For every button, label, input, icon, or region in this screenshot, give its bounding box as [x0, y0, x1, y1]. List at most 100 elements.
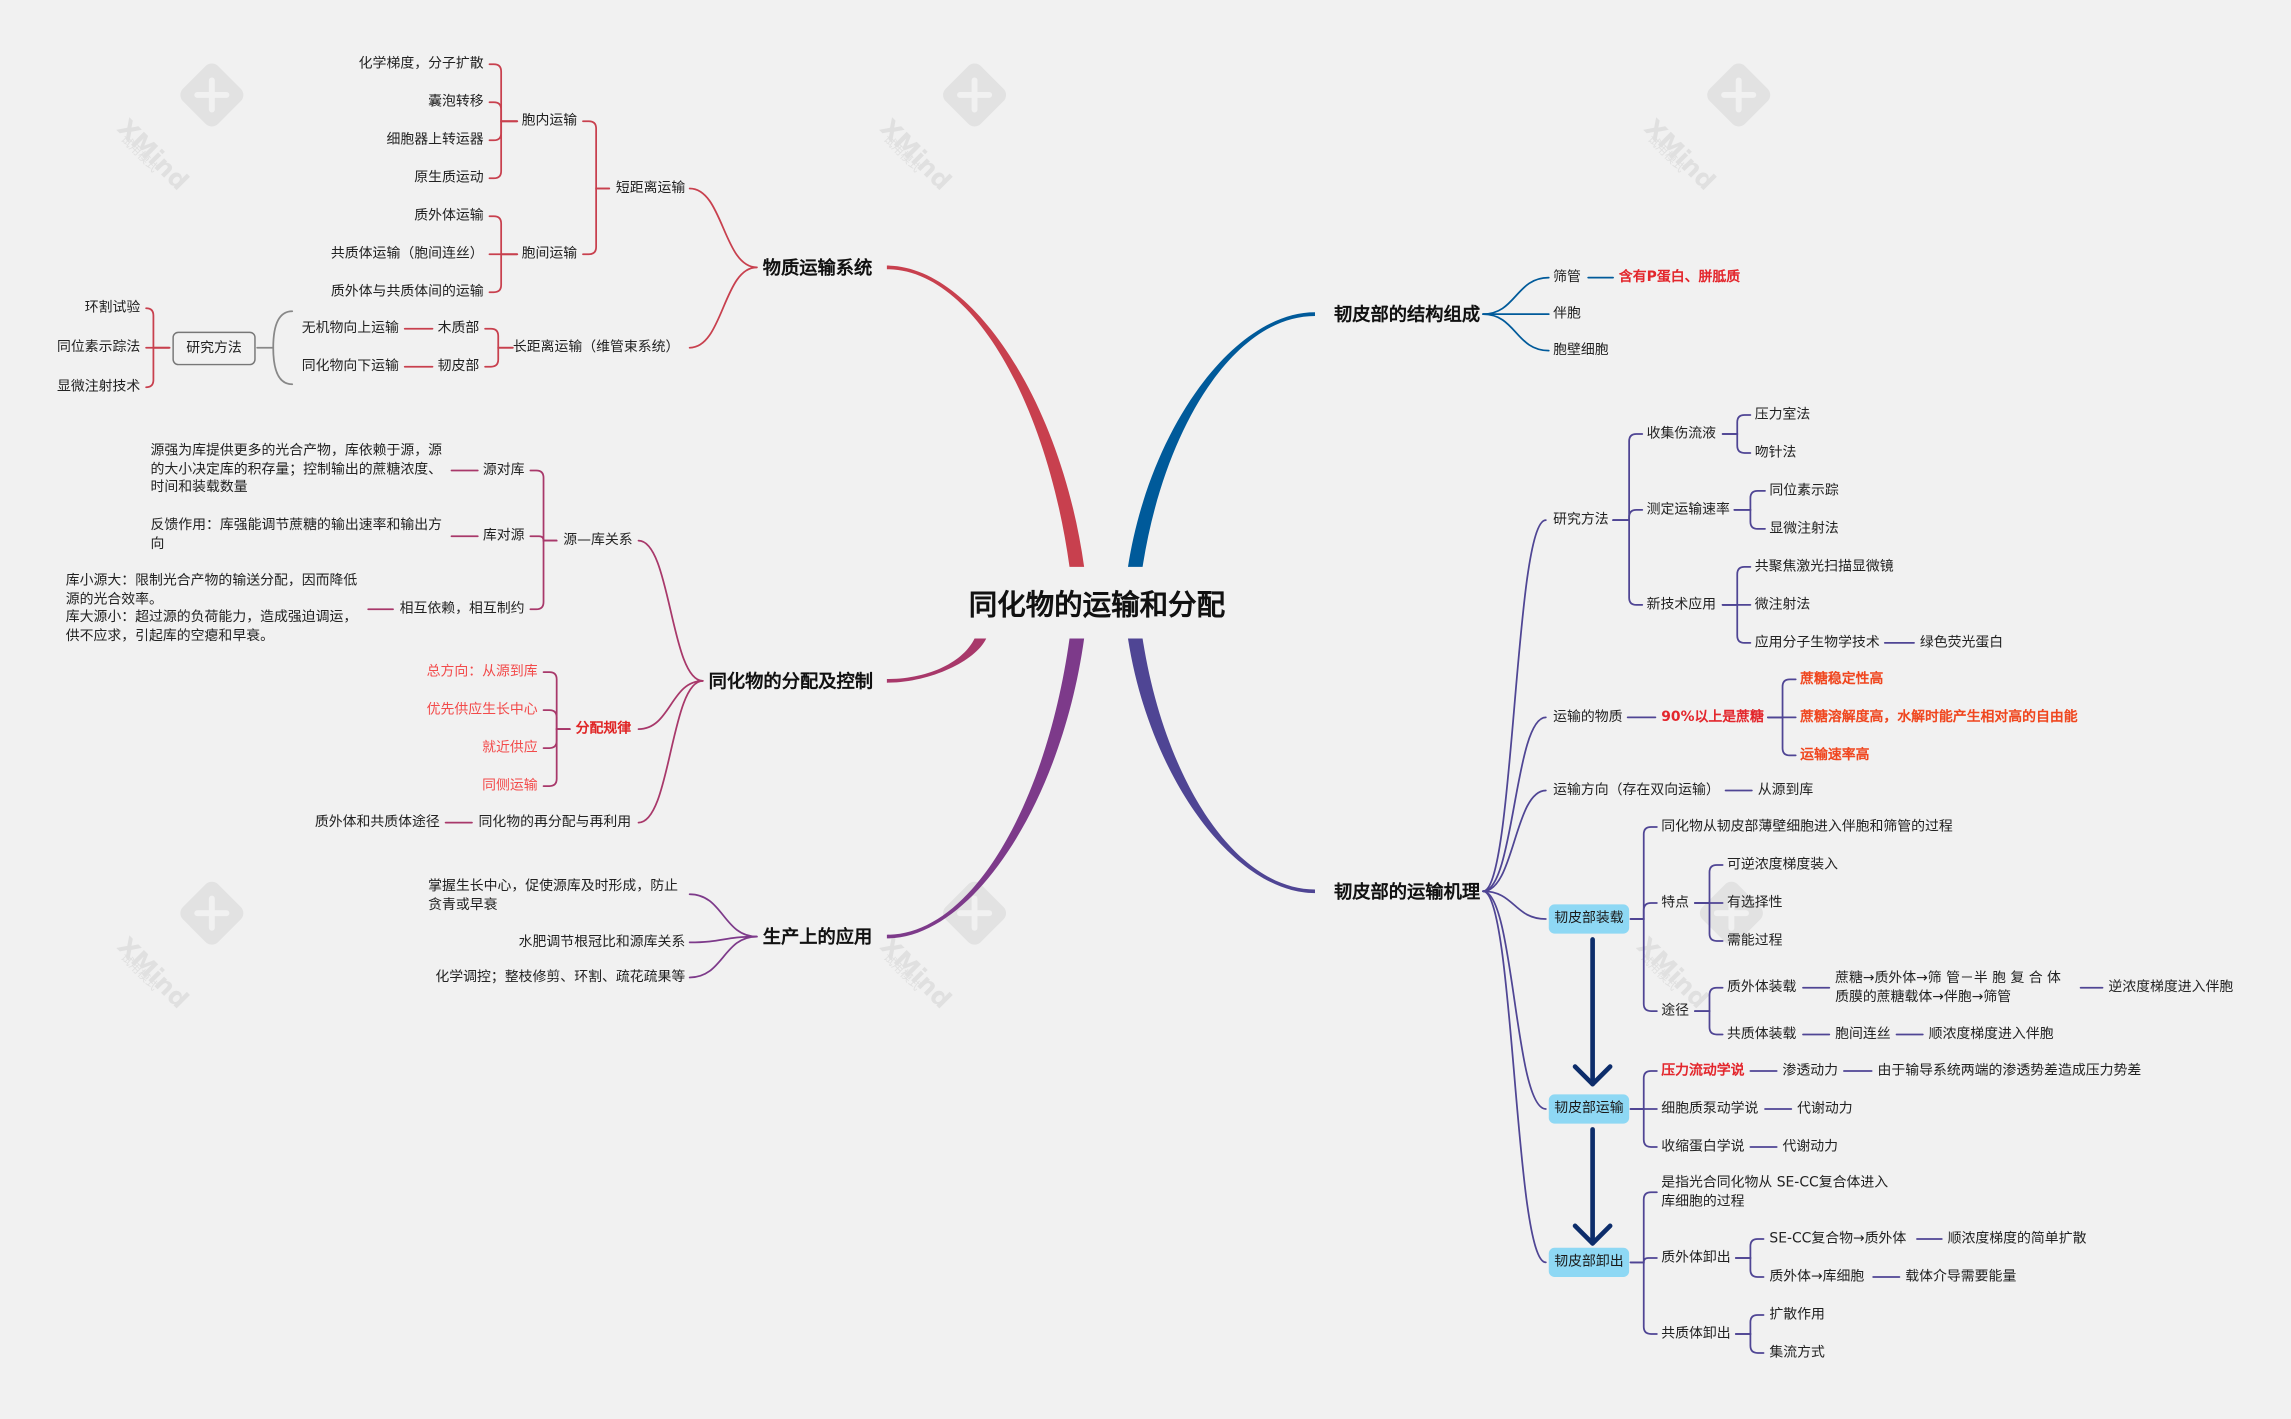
topic-symplast-unloading[interactable]: 共质体卸出: [1661, 1325, 1731, 1342]
topic-leaf[interactable]: 显微注射法: [1769, 520, 1839, 537]
topic-leaf[interactable]: 由于输导系统两端的渗透势差造成压力势差: [1877, 1062, 2142, 1079]
topic-loading-features[interactable]: 特点: [1661, 894, 1690, 911]
topic-sieve-tube[interactable]: 筛管: [1553, 269, 1581, 286]
topic-source-to-sink[interactable]: 源对库: [482, 462, 525, 479]
topic-osmotic-force[interactable]: 渗透动力: [1782, 1062, 1839, 1079]
branch-mechanism[interactable]: 韧皮部的运输机理: [1333, 880, 1481, 903]
topic-leaf[interactable]: 总方向：从源到库: [426, 663, 538, 680]
topic-pressure-flow[interactable]: 压力流动学说: [1661, 1062, 1745, 1079]
topic-cytoplasmic-pump[interactable]: 细胞质泵动学说: [1661, 1100, 1759, 1117]
topic-leaf[interactable]: 吻针法: [1754, 444, 1797, 461]
topic-xylem[interactable]: 木质部: [437, 320, 480, 337]
topic-leaf[interactable]: 质外体与共质体间的运输: [330, 283, 484, 300]
topic-unloading-step[interactable]: 质外体→库细胞: [1769, 1268, 1865, 1285]
topic-leaf[interactable]: 原生质运动: [414, 169, 484, 187]
topic-leaf[interactable]: 需能过程: [1727, 932, 1783, 949]
topic-apoplast-loading[interactable]: 质外体装载: [1727, 979, 1797, 996]
topic-loading-definition[interactable]: 同化物从韧皮部薄壁细胞进入伴胞和筛管的过程: [1661, 818, 1953, 835]
topic-sink-to-source-detail[interactable]: 反馈作用：库强能调节蔗糖的输出速率和输出方 向: [150, 517, 442, 554]
topic-exudate[interactable]: 收集伤流液: [1646, 425, 1717, 442]
topic-leaf[interactable]: 就近供应: [482, 739, 538, 756]
topic-phloem[interactable]: 韧皮部: [437, 358, 480, 375]
topic-growth-center[interactable]: 掌握生长中心，促使源库及时形成，防止 贪青或早衰: [428, 878, 678, 915]
topic-leaf[interactable]: 环割试验: [84, 299, 141, 317]
topic-leaf[interactable]: 逆浓度梯度进入伴胞: [2108, 979, 2234, 996]
topic-leaf[interactable]: 蔗糖溶解度高，水解时能产生相对高的自由能: [1800, 709, 2078, 726]
bracket-connector: [1693, 986, 1724, 1012]
topic-methods[interactable]: 研究方法: [1553, 511, 1609, 528]
topic-intercellular[interactable]: 胞间运输: [521, 245, 578, 262]
topic-leaf[interactable]: 蔗糖稳定性高: [1800, 671, 1884, 688]
topic-substance[interactable]: 运输的物质: [1553, 709, 1623, 726]
topic-leaf[interactable]: 化学梯度，分子扩散: [358, 55, 484, 73]
topic-source-to-sink-detail[interactable]: 源强为库提供更多的光合产物，库依赖于源，源 的大小决定库的积存量；控制输出的蔗糖…: [150, 443, 442, 498]
topic-source-sink[interactable]: 源—库关系: [563, 532, 633, 549]
topic-sucrose[interactable]: 90%以上是蔗糖: [1661, 709, 1764, 726]
topic-leaf[interactable]: 同化物向下运输: [301, 358, 399, 375]
central-topic[interactable]: 同化物的运输和分配: [968, 588, 1226, 622]
topic-leaf[interactable]: 同位素示踪法: [56, 339, 141, 356]
bracket-connector: [529, 539, 558, 611]
topic-short-distance[interactable]: 短距离运输: [615, 180, 686, 197]
topic-phloem-loading[interactable]: 韧皮部装载: [1548, 904, 1630, 934]
topic-chemical-control[interactable]: 化学调控；整枝修剪、环割、疏花疏果等: [435, 969, 686, 986]
topic-direction[interactable]: 运输方向（存在双向运输）: [1553, 782, 1720, 799]
topic-phloem-unloading[interactable]: 韧皮部卸出: [1548, 1247, 1630, 1278]
topic-distribution-rules[interactable]: 分配规律: [575, 720, 632, 737]
topic-wall-cell[interactable]: 胞壁细胞: [1553, 342, 1609, 359]
topic-leaf[interactable]: 可逆浓度梯度装入: [1727, 856, 1839, 873]
topic-research-methods-box[interactable]: 研究方法: [172, 331, 256, 366]
topic-leaf[interactable]: 质外体和共质体途径: [314, 814, 440, 831]
topic-sieve-tube-detail[interactable]: 含有P蛋白、胼胝质: [1618, 269, 1741, 286]
topic-contractile-protein[interactable]: 收缩蛋白学说: [1661, 1138, 1745, 1155]
topic-leaf[interactable]: 代谢动力: [1782, 1138, 1839, 1155]
topic-unloading-definition[interactable]: 是指光合同化物从 SE-CC复合体进入 库细胞的过程: [1661, 1175, 1888, 1212]
branch-curve: [1482, 890, 1547, 1264]
topic-phloem-translocation[interactable]: 韧皮部运输: [1548, 1094, 1630, 1124]
topic-leaf[interactable]: 扩散作用: [1769, 1306, 1825, 1323]
topic-leaf[interactable]: 无机物向上运输: [301, 320, 399, 337]
topic-leaf[interactable]: 绿色荧光蛋白: [1919, 634, 2004, 651]
topic-sink-to-source[interactable]: 库对源: [482, 527, 525, 544]
topic-leaf[interactable]: 共聚焦激光扫描显微镜: [1754, 558, 1894, 575]
topic-leaf[interactable]: 细胞器上转运器: [386, 131, 484, 149]
topic-water-fertilizer[interactable]: 水肥调节根冠比和源库关系: [518, 934, 686, 951]
topic-rate[interactable]: 测定运输速率: [1646, 501, 1730, 518]
topic-long-distance[interactable]: 长距离运输（维管束系统）: [512, 339, 680, 356]
topic-plasmodesmata[interactable]: 胞间连丝: [1835, 1026, 1891, 1043]
topic-leaf[interactable]: 顺浓度梯度进入伴胞: [1928, 1026, 2054, 1043]
topic-leaf[interactable]: 质外体运输: [414, 207, 484, 224]
topic-leaf[interactable]: 集流方式: [1769, 1344, 1825, 1361]
topic-leaf[interactable]: 代谢动力: [1797, 1100, 1853, 1117]
topic-companion-cell[interactable]: 伴胞: [1553, 305, 1581, 322]
topic-apoplast-route[interactable]: 蔗糖→质外体→筛 管－半 胞 复 合 体 质膜的蔗糖载体→伴胞→筛管: [1835, 970, 2061, 1007]
topic-symplast-loading[interactable]: 共质体装载: [1727, 1026, 1797, 1043]
topic-redistribution[interactable]: 同化物的再分配与再利用: [478, 814, 632, 831]
topic-leaf[interactable]: 压力室法: [1754, 406, 1811, 423]
topic-leaf[interactable]: 微注射法: [1754, 596, 1811, 613]
topic-leaf[interactable]: 顺浓度梯度的简单扩散: [1947, 1230, 2087, 1247]
topic-leaf[interactable]: 同侧运输: [482, 777, 538, 794]
topic-leaf[interactable]: 共质体运输（胞间连丝）: [330, 245, 484, 262]
topic-leaf[interactable]: 优先供应生长中心: [426, 701, 538, 718]
topic-leaf[interactable]: 应用分子生物学技术: [1754, 634, 1880, 651]
topic-intracellular[interactable]: 胞内运输: [521, 112, 578, 130]
topic-loading-pathways[interactable]: 途径: [1661, 1002, 1690, 1019]
branch-distribution[interactable]: 同化物的分配及控制: [708, 669, 874, 692]
branch-structure[interactable]: 韧皮部的结构组成: [1333, 303, 1481, 326]
topic-leaf[interactable]: 同位素示踪: [1769, 482, 1839, 499]
topic-unloading-step[interactable]: SE-CC复合物→质外体: [1769, 1230, 1907, 1247]
branch-application[interactable]: 生产上的应用: [762, 925, 873, 948]
topic-leaf[interactable]: 有选择性: [1727, 894, 1783, 911]
topic-leaf[interactable]: 载体介导需要能量: [1905, 1268, 2017, 1285]
topic-leaf[interactable]: 显微注射技术: [56, 378, 141, 395]
branch-transport-system[interactable]: 物质运输系统: [762, 256, 873, 279]
topic-leaf[interactable]: 从源到库: [1757, 782, 1814, 799]
topic-leaf[interactable]: 囊泡转移: [428, 93, 484, 111]
topic-leaf[interactable]: 运输速率高: [1800, 747, 1870, 764]
topic-new-tech[interactable]: 新技术应用: [1646, 596, 1717, 613]
topic-mutual-detail[interactable]: 库小源大：限制光合产物的输送分配，因而降低 源的光合效率。 库大源小：超过源的负…: [66, 573, 358, 647]
topic-apoplast-unloading[interactable]: 质外体卸出: [1661, 1249, 1731, 1266]
topic-mutual[interactable]: 相互依赖，相互制约: [399, 600, 525, 618]
